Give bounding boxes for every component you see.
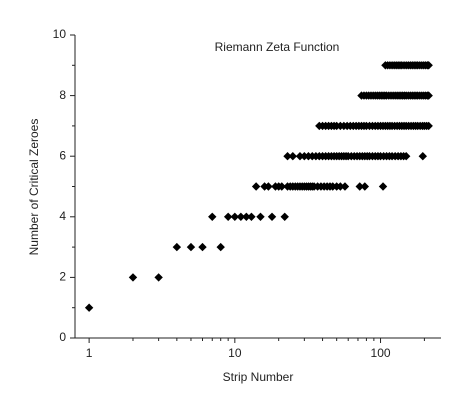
chart-title: Riemann Zeta Function xyxy=(215,40,340,54)
point xyxy=(256,212,265,221)
point xyxy=(378,182,388,191)
y-tick-label: 0 xyxy=(59,330,66,344)
point xyxy=(154,273,163,282)
point xyxy=(172,242,182,252)
point xyxy=(251,182,261,191)
point xyxy=(280,212,289,221)
point xyxy=(360,182,370,191)
point xyxy=(277,182,286,191)
point xyxy=(424,61,433,70)
point xyxy=(230,212,240,221)
point xyxy=(216,242,225,252)
point xyxy=(198,242,207,252)
y-tick-label: 10 xyxy=(53,27,67,41)
point xyxy=(283,152,292,161)
point xyxy=(336,182,345,191)
point xyxy=(295,152,305,161)
y-axis-label: Number of Critical Zeroes xyxy=(27,119,41,256)
point xyxy=(84,303,94,312)
y-tick-label: 8 xyxy=(59,88,66,102)
point xyxy=(340,182,350,191)
y-tick-label: 4 xyxy=(59,209,66,223)
y-tick-label: 6 xyxy=(59,148,66,162)
point xyxy=(267,212,277,221)
point xyxy=(401,152,411,161)
point xyxy=(208,212,217,221)
point xyxy=(128,273,138,282)
point xyxy=(236,212,246,221)
point xyxy=(288,152,298,161)
point xyxy=(186,242,196,252)
x-tick-label: 1 xyxy=(86,346,93,360)
x-tick-label: 100 xyxy=(371,346,391,360)
point xyxy=(418,152,427,161)
x-axis-label: Strip Number xyxy=(223,370,294,384)
point xyxy=(242,212,251,221)
x-tick-label: 10 xyxy=(228,346,242,360)
y-tick-label: 2 xyxy=(59,270,66,284)
point xyxy=(424,91,433,100)
point xyxy=(424,121,433,131)
point xyxy=(223,212,233,221)
point xyxy=(247,212,256,221)
point xyxy=(355,182,364,191)
point xyxy=(264,182,273,191)
